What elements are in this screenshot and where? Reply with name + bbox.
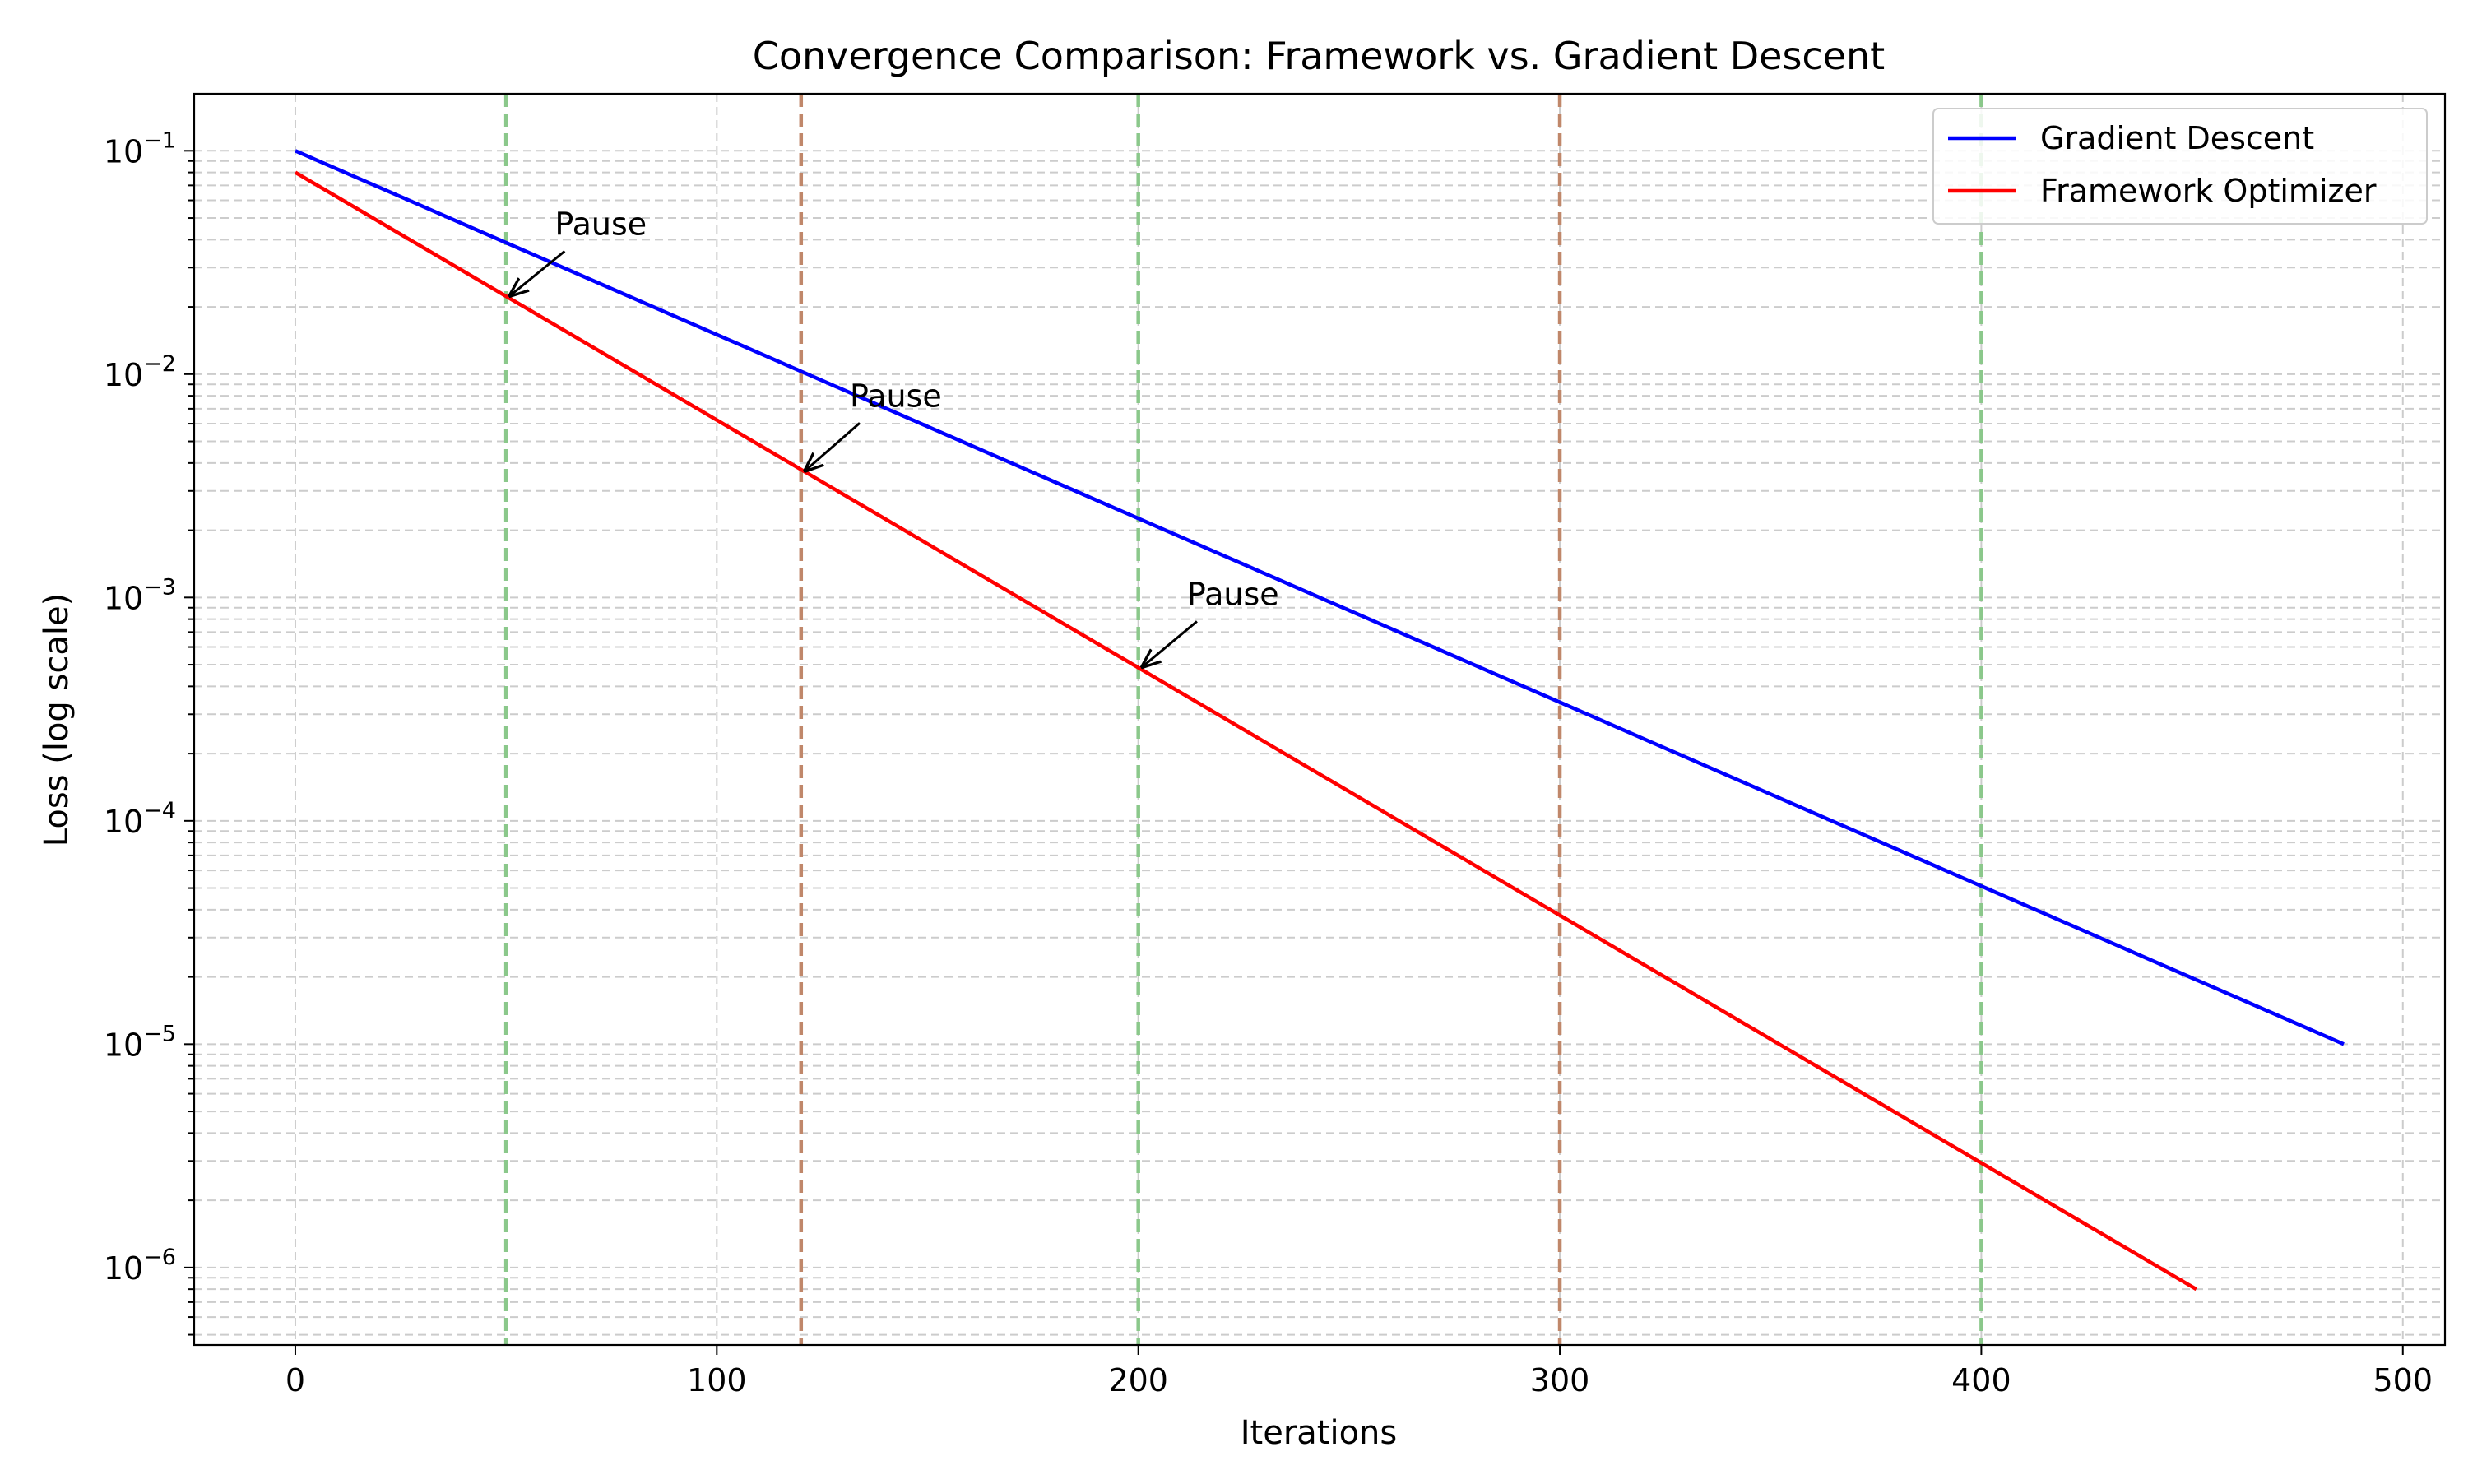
x-tick-label: 400 bbox=[1951, 1362, 2011, 1398]
annotation-arrow bbox=[1143, 620, 1198, 666]
annotation-arrow bbox=[805, 422, 861, 471]
y-tick-label: 10−1 bbox=[104, 128, 176, 169]
legend-label: Gradient Descent bbox=[2040, 120, 2314, 156]
y-tick-label: 10−3 bbox=[104, 574, 176, 616]
x-tick-label: 100 bbox=[687, 1362, 747, 1398]
y-tick-label: 10−2 bbox=[104, 351, 176, 393]
annotation-arrow bbox=[510, 250, 566, 295]
plot-frame bbox=[193, 92, 2447, 1347]
y-axis-label: Loss (log scale) bbox=[38, 593, 76, 846]
x-axis-label: Iterations bbox=[1241, 1414, 1398, 1452]
annotation-label: Pause bbox=[554, 206, 647, 242]
x-tick-label: 300 bbox=[1530, 1362, 1590, 1398]
series-lines bbox=[294, 149, 2345, 1292]
series-line-framework-optimizer bbox=[294, 170, 2197, 1292]
x-tick-label: 0 bbox=[285, 1362, 305, 1398]
legend: Gradient Descent Framework Optimizer bbox=[1932, 108, 2428, 225]
legend-label: Framework Optimizer bbox=[2040, 173, 2377, 209]
vertical-markers bbox=[503, 94, 1983, 1345]
grid bbox=[194, 94, 2445, 1345]
series-line-gradient-descent bbox=[295, 149, 2345, 1046]
annotations: Pause Pause Pause bbox=[510, 206, 1279, 666]
y-tick-label: 10−4 bbox=[104, 798, 176, 840]
legend-box bbox=[1932, 108, 2428, 225]
y-tick-label: 10−5 bbox=[104, 1021, 176, 1063]
axis-ticks: 0 100 200 300 400 500 10−6 10−5 10−4 10−3 10−2 10−1 bbox=[104, 128, 2433, 1398]
x-tick-label: 500 bbox=[2373, 1362, 2433, 1398]
annotation-label: Pause bbox=[1187, 576, 1279, 612]
y-tick-label: 10−6 bbox=[104, 1245, 176, 1287]
annotation-label: Pause bbox=[850, 378, 942, 414]
x-tick-label: 200 bbox=[1108, 1362, 1168, 1398]
chart-title: Convergence Comparison: Framework vs. Gr… bbox=[753, 34, 1885, 78]
